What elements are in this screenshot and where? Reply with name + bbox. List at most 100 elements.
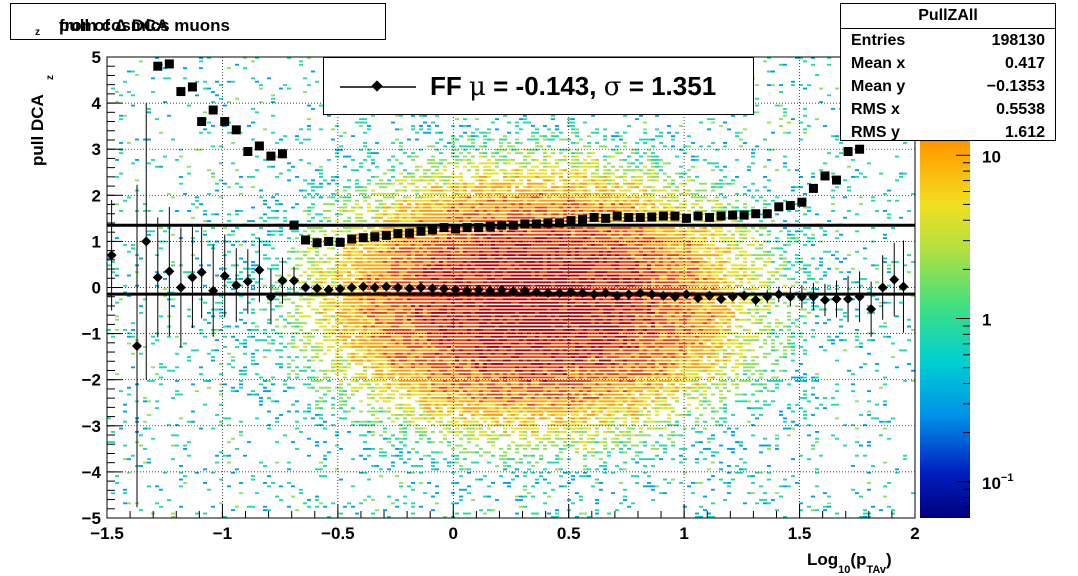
heatmap-cell: [383, 193, 387, 195]
heatmap-cell: [355, 261, 359, 263]
heatmap-cell: [503, 240, 507, 243]
heatmap-cell: [443, 210, 447, 212]
heatmap-cell: [427, 213, 431, 216]
heatmap-cell: [403, 414, 407, 416]
heatmap-cell: [451, 454, 455, 457]
heatmap-cell: [347, 261, 351, 263]
heatmap-cell: [459, 230, 463, 233]
heatmap-cell: [399, 458, 403, 461]
heatmap-cell: [447, 142, 451, 144]
heatmap-cell: [507, 386, 511, 389]
heatmap-cell: [211, 172, 215, 175]
heatmap-cell: [423, 369, 427, 372]
heatmap-cell: [439, 342, 443, 345]
heatmap-cell: [431, 264, 435, 267]
heatmap-cell: [507, 458, 511, 461]
heatmap-cell: [447, 322, 451, 325]
heatmap-cell: [187, 308, 191, 311]
heatmap-cell: [511, 478, 515, 481]
heatmap-cell: [355, 342, 359, 345]
heatmap-cell: [399, 162, 403, 165]
heatmap-cell: [319, 468, 323, 471]
heatmap-cell: [383, 431, 387, 433]
heatmap-cell: [363, 291, 367, 294]
heatmap-cell: [475, 346, 479, 348]
heatmap-cell: [431, 414, 435, 416]
heatmap-cell: [195, 512, 199, 515]
heatmap-cell: [375, 267, 379, 270]
heatmap-cell: [443, 325, 447, 328]
heatmap-cell: [455, 424, 459, 427]
heatmap-cell: [355, 373, 359, 376]
heatmap-cell: [515, 393, 519, 396]
heatmap-cell: [431, 237, 435, 240]
heatmap-cell: [127, 335, 131, 338]
heatmap-cell: [427, 393, 431, 396]
heatmap-cell: [459, 335, 463, 338]
heatmap-cell: [467, 264, 471, 267]
heatmap-cell: [219, 420, 223, 423]
heatmap-cell: [207, 220, 211, 223]
heatmap-cell: [351, 315, 355, 318]
heatmap-cell: [519, 152, 523, 155]
heatmap-cell: [475, 410, 479, 413]
heatmap-cell: [459, 356, 463, 359]
heatmap-cell: [419, 305, 423, 308]
heatmap-cell: [195, 206, 199, 209]
heatmap-cell: [383, 261, 387, 263]
heatmap-cell: [119, 94, 123, 97]
heatmap-cell: [443, 298, 447, 301]
heatmap-cell: [383, 257, 387, 260]
heatmap-cell: [387, 495, 391, 498]
heatmap-cell: [447, 264, 451, 267]
heatmap-cell: [447, 349, 451, 352]
heatmap-cell: [367, 322, 371, 325]
heatmap-cell: [403, 301, 407, 304]
heatmap-cell: [511, 237, 515, 240]
heatmap-cell: [511, 182, 515, 185]
heatmap-cell: [403, 288, 407, 291]
heatmap-cell: [383, 274, 387, 277]
heatmap-cell: [495, 390, 499, 393]
heatmap-cell: [299, 349, 303, 352]
heatmap-cell: [295, 135, 299, 138]
heatmap-cell: [439, 220, 443, 223]
heatmap-cell: [335, 155, 339, 158]
heatmap-cell: [331, 305, 335, 308]
heatmap-cell: [503, 329, 507, 331]
heatmap-cell: [483, 233, 487, 236]
heatmap-cell: [199, 427, 203, 430]
heatmap-cell: [507, 366, 511, 369]
heatmap-cell: [519, 373, 523, 376]
heatmap-cell: [319, 165, 323, 168]
heatmap-cell: [259, 376, 263, 379]
heatmap-cell: [203, 468, 207, 471]
heatmap-cell: [203, 213, 207, 216]
heatmap-cell: [435, 329, 439, 331]
heatmap-cell: [431, 315, 435, 318]
heatmap-cell: [491, 206, 495, 209]
heatmap-cell: [111, 271, 115, 274]
heatmap-cell: [383, 264, 387, 267]
heatmap-cell: [323, 441, 327, 444]
heatmap-cell: [491, 230, 495, 233]
heatmap-cell: [351, 305, 355, 308]
heatmap-cell: [503, 250, 507, 253]
heatmap-cell: [479, 193, 483, 195]
heatmap-cell: [427, 284, 431, 287]
heatmap-cell: [523, 155, 527, 158]
heatmap-cell: [219, 403, 223, 406]
heatmap-cell: [467, 346, 471, 348]
heatmap-cell: [467, 424, 471, 427]
heatmap-cell: [431, 339, 435, 342]
heatmap-cell: [379, 203, 383, 206]
heatmap-cell: [411, 380, 415, 382]
heatmap-cell: [491, 220, 495, 223]
heatmap-cell: [379, 434, 383, 437]
heatmap-cell: [399, 339, 403, 342]
heatmap-cell: [519, 366, 523, 369]
heatmap-cell: [111, 492, 115, 495]
heatmap-cell: [275, 291, 279, 294]
heatmap-cell: [355, 284, 359, 287]
heatmap-cell: [171, 369, 175, 372]
